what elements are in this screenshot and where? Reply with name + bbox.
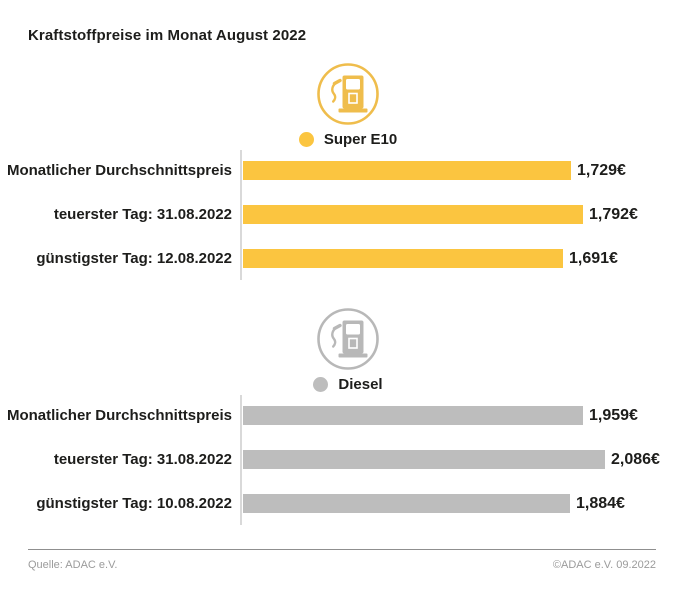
bar-value: 1,729€ [577, 161, 626, 179]
bar-value: 1,792€ [589, 205, 638, 223]
bar-label: teuerster Tag: 31.08.2022 [53, 451, 232, 468]
bar-diesel-max [243, 450, 605, 469]
bar-label: Monatlicher Durchschnittspreis [6, 407, 232, 424]
bar-row: Monatlicher Durchschnittspreis 1,729€ [0, 161, 696, 180]
fuel-pump-icon [316, 307, 380, 371]
copyright-text: ©ADAC e.V. 09.2022 [552, 559, 656, 571]
bar-value: 1,959€ [589, 406, 638, 424]
bar-label: teuerster Tag: 31.08.2022 [53, 206, 232, 223]
legend-label: Super E10 [323, 130, 398, 148]
bar-chart-diesel: Monatlicher Durchschnittspreis 1,959€ te… [0, 395, 696, 525]
bar-label: Monatlicher Durchschnittspreis [6, 162, 232, 179]
bar-row: günstigster Tag: 10.08.2022 1,884€ [0, 494, 696, 513]
footer: Quelle: ADAC e.V. ©ADAC e.V. 09.2022 [28, 549, 656, 571]
bar-row: teuerster Tag: 31.08.2022 1,792€ [0, 205, 696, 224]
bar-label: günstigster Tag: 12.08.2022 [36, 250, 232, 267]
bar-row: teuerster Tag: 31.08.2022 2,086€ [0, 450, 696, 469]
legend-diesel: Diesel [0, 375, 696, 393]
bar-value: 1,884€ [576, 494, 625, 512]
section-diesel: Diesel Monatlicher Durchschnittspreis 1,… [0, 307, 696, 525]
bar-row: günstigster Tag: 12.08.2022 1,691€ [0, 249, 696, 268]
source-text: Quelle: ADAC e.V. [28, 559, 118, 571]
bar-value: 1,691€ [569, 249, 618, 267]
bar-super-avg [243, 161, 571, 180]
bar-super-min [243, 249, 563, 268]
axis-line [240, 395, 242, 525]
legend-dot [298, 131, 314, 147]
legend-dot [313, 376, 329, 392]
bar-diesel-avg [243, 406, 583, 425]
axis-line [240, 150, 242, 280]
legend-super-e10: Super E10 [0, 130, 696, 148]
bar-super-max [243, 205, 583, 224]
page-title: Kraftstoffpreise im Monat August 2022 [28, 27, 307, 44]
bar-value: 2,086€ [611, 450, 660, 468]
fuel-pump-icon [316, 62, 380, 126]
section-super-e10: Super E10 Monatlicher Durchschnittspreis… [0, 62, 696, 280]
bar-row: Monatlicher Durchschnittspreis 1,959€ [0, 406, 696, 425]
bar-label: günstigster Tag: 10.08.2022 [36, 495, 232, 512]
legend-label: Diesel [338, 375, 383, 393]
bar-diesel-min [243, 494, 570, 513]
bar-chart-super-e10: Monatlicher Durchschnittspreis 1,729€ te… [0, 150, 696, 280]
